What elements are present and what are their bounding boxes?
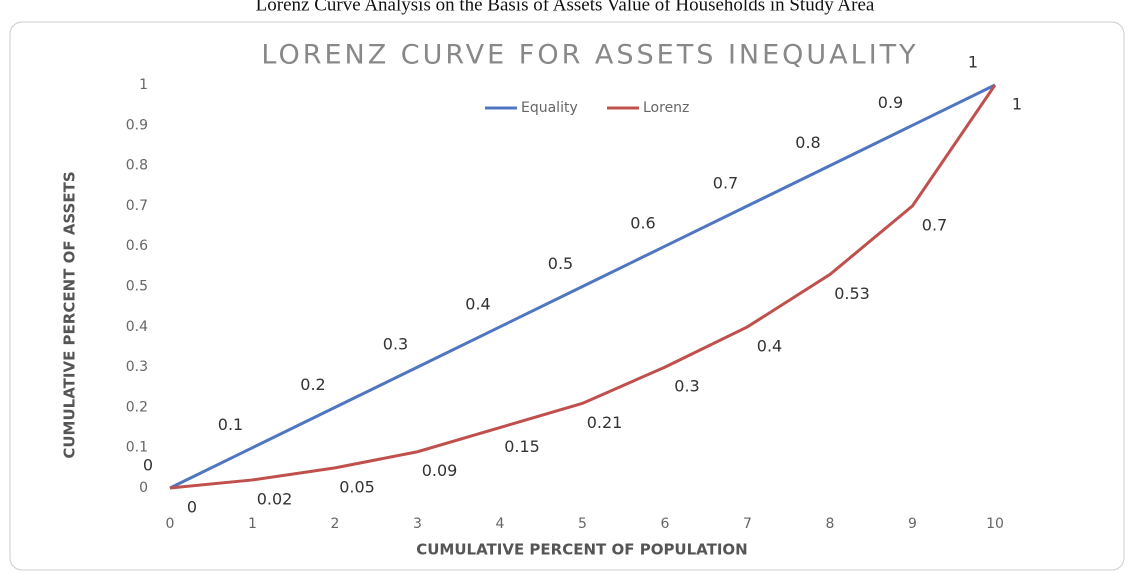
x-tick-label: 1 xyxy=(248,516,257,532)
x-axis-label: CUMULATIVE PERCENT OF POPULATION xyxy=(416,541,748,559)
x-tick-label: 2 xyxy=(331,516,340,532)
legend-label: Equality xyxy=(521,100,578,116)
y-tick-label: 0.3 xyxy=(126,359,148,375)
data-label: 0.4 xyxy=(757,336,782,355)
x-tick-label: 9 xyxy=(908,516,917,532)
line-lorenz xyxy=(169,84,997,490)
data-label: 0.7 xyxy=(713,173,738,192)
data-label: 0.21 xyxy=(587,413,623,432)
data-label: 0.09 xyxy=(422,461,458,480)
data-label: 0.02 xyxy=(257,489,293,508)
y-tick-label: 0.9 xyxy=(126,117,148,133)
x-tick-label: 3 xyxy=(413,516,422,532)
chart-title: LORENZ CURVE FOR ASSETS INEQUALITY xyxy=(261,40,918,71)
x-tick-label: 7 xyxy=(743,516,752,532)
data-label: 0.1 xyxy=(218,415,243,434)
data-label: 0.6 xyxy=(630,214,655,233)
y-tick-label: 0.4 xyxy=(126,319,148,335)
data-label: 0.15 xyxy=(504,437,540,456)
data-label: 0.53 xyxy=(834,284,870,303)
data-label: 0.9 xyxy=(878,93,903,112)
legend-label: Lorenz xyxy=(643,100,689,116)
data-label: 0.5 xyxy=(548,254,573,273)
x-tick-label: 8 xyxy=(826,516,835,532)
y-tick-label: 0.6 xyxy=(126,238,148,254)
y-tick-label: 0.1 xyxy=(126,440,148,456)
x-tick-label: 0 xyxy=(166,516,175,532)
y-tick-label: 0.8 xyxy=(126,158,148,174)
data-label: 1 xyxy=(968,53,978,72)
y-tick-label: 0.2 xyxy=(126,399,148,415)
caption: Lorenz Curve Analysis on the Basis of As… xyxy=(256,0,875,15)
y-axis-label: CUMULATIVE PERCENT OF ASSETS xyxy=(61,171,79,458)
data-label: 0.8 xyxy=(795,133,820,152)
y-tick-label: 0.5 xyxy=(126,279,148,295)
data-label: 0 xyxy=(187,498,197,517)
data-label: 0.3 xyxy=(383,335,408,354)
x-tick-label: 5 xyxy=(578,516,587,532)
data-label: 0 xyxy=(143,456,153,475)
data-label: 0.05 xyxy=(339,477,375,496)
x-tick-label: 6 xyxy=(661,516,670,532)
y-tick-label: 1 xyxy=(139,77,148,93)
data-label: 0.4 xyxy=(465,294,490,313)
x-tick-label: 4 xyxy=(496,516,505,532)
data-label: 0.7 xyxy=(922,215,947,234)
y-tick-label: 0 xyxy=(139,480,148,496)
y-tick-label: 0.7 xyxy=(126,198,148,214)
line-equality xyxy=(169,83,996,490)
data-label: 1 xyxy=(1012,95,1022,114)
data-label: 0.2 xyxy=(300,375,325,394)
data-label: 0.3 xyxy=(674,377,699,396)
x-tick-label: 10 xyxy=(986,516,1004,532)
